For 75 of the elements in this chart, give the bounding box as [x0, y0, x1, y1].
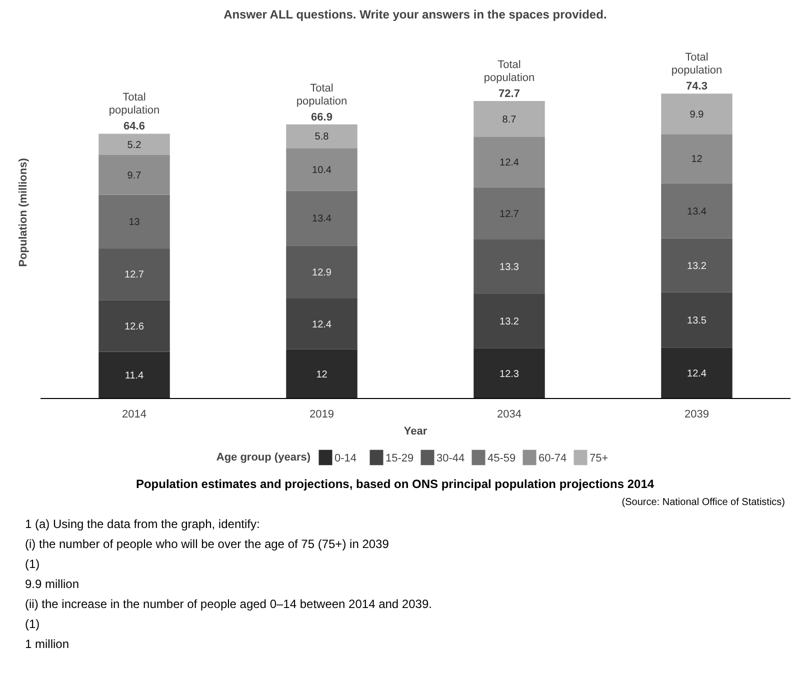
legend-label: 75+ [590, 452, 608, 464]
legend-label: 15-29 [386, 452, 414, 464]
bar [286, 246, 358, 298]
legend-label: 60-74 [538, 452, 567, 464]
data-label: 8.7 [502, 114, 517, 126]
chart-title: Answer ALL questions. Write your answers in the spaces provided. [224, 8, 607, 22]
data-label: 13.5 [687, 316, 707, 327]
x-tick-label: 2019 [310, 408, 334, 420]
text: (1) [25, 556, 40, 573]
data-label: 12.4 [312, 319, 332, 330]
data-label: 13 [128, 216, 140, 228]
bar [474, 348, 545, 398]
x-axis-title: Year [404, 426, 428, 438]
total-label: Total population 74.3 [671, 52, 722, 93]
bar [98, 134, 170, 156]
bar [286, 190, 358, 246]
data-label: 13.4 [312, 214, 332, 225]
data-label: 12.4 [500, 158, 520, 169]
bar [474, 187, 545, 240]
total-label: Total population 66.9 [296, 82, 348, 124]
data-label: 10.4 [312, 164, 332, 176]
text: (i) the number of people who will be over the age of 75 (75+) in 2039 [25, 536, 389, 553]
data-label: 5.8 [314, 132, 330, 143]
x-tick-label: 2014 [122, 408, 146, 420]
bar [286, 298, 358, 350]
text: (ii) the increase in the number of people aged 0–14 between 2014 and 2039. [25, 596, 432, 613]
bar [286, 124, 358, 148]
data-label: 12.3 [500, 368, 520, 380]
text: Population estimates and projections, based on ONS principal population projections 2014 [136, 476, 654, 493]
bar [661, 183, 732, 238]
bar [661, 348, 732, 398]
data-label: 12.9 [312, 268, 332, 279]
bar [474, 136, 545, 188]
total-label: Total population 64.6 [108, 92, 160, 133]
data-label: 9.9 [690, 109, 704, 120]
data-label: 9.7 [127, 170, 142, 182]
bar [474, 294, 545, 348]
bar [98, 300, 170, 352]
bar [474, 239, 545, 294]
bar [98, 194, 170, 248]
bar [661, 94, 732, 134]
bar [661, 238, 732, 292]
bar [661, 134, 732, 184]
bar [98, 248, 170, 300]
data-label: 12.7 [500, 208, 520, 220]
bar [661, 292, 732, 348]
data-label: 12.7 [124, 270, 144, 281]
data-label: 12 [691, 154, 703, 166]
legend-label: 45-59 [488, 452, 516, 464]
text: (1) [25, 616, 40, 633]
data-label: 13.3 [500, 262, 520, 274]
data-label: 11.4 [124, 370, 144, 382]
legend-title: Age group (years) [216, 452, 311, 464]
x-tick-label: 2034 [497, 408, 522, 420]
legend-label: 30-44 [436, 452, 465, 464]
bar [286, 349, 358, 398]
bar [286, 148, 358, 191]
data-label: 13.2 [687, 260, 707, 272]
data-label: 5.2 [127, 140, 142, 151]
total-label: Total population 72.7 [484, 58, 535, 100]
data-label: 13.2 [500, 316, 520, 328]
data-label: 12 [316, 369, 328, 380]
data-label: 13.4 [687, 206, 707, 218]
text: 1 million [25, 636, 70, 653]
data-label: 12.6 [124, 321, 144, 332]
legend-label: 0-14 [334, 452, 357, 464]
text: (Source: National Office of Statistics) [622, 496, 785, 510]
bar [98, 352, 170, 398]
text: 9.9 million [25, 576, 80, 593]
data-label: 12.4 [687, 368, 707, 380]
x-tick-label: 2039 [684, 408, 709, 420]
bar [98, 155, 170, 195]
text: 1 (a) Using the data from the graph, identify: [25, 516, 260, 533]
bar [474, 100, 545, 137]
y-axis-title: Population (millions) [18, 158, 30, 267]
